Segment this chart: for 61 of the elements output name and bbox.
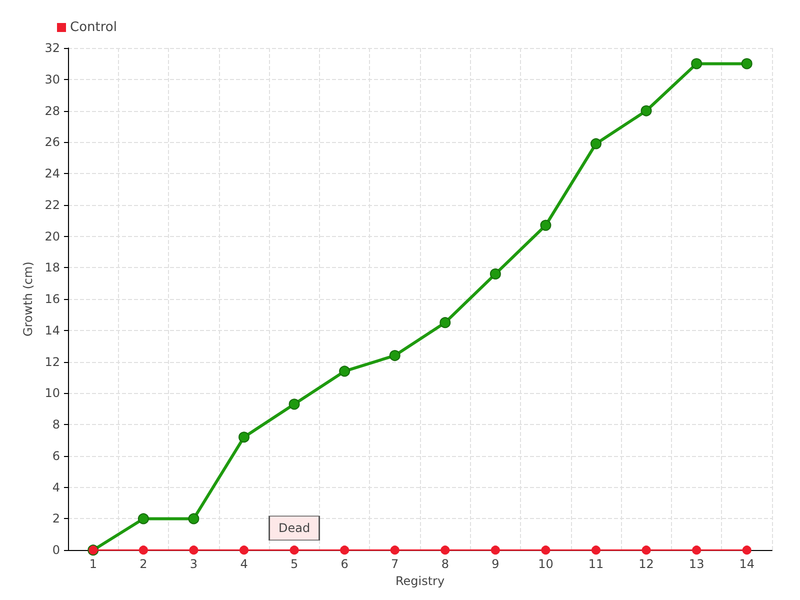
point (340, 546, 350, 555)
point (440, 317, 451, 328)
point (592, 546, 600, 555)
point (189, 546, 198, 555)
x-tick-label: 3 (190, 557, 198, 572)
point (240, 546, 248, 555)
point (540, 220, 552, 231)
x-axis-title: Registry (395, 574, 445, 588)
y-tick-label: 0 (52, 543, 60, 558)
point (138, 546, 148, 555)
point (642, 546, 651, 555)
y-tick-label: 10 (44, 386, 60, 400)
y-tick-label: 24 (44, 166, 60, 181)
point (389, 350, 400, 362)
point (288, 398, 300, 410)
y-axis-title: Growth (cm) (20, 262, 35, 337)
x-tick-label: 9 (492, 557, 500, 572)
x-tick-label: 11 (588, 557, 604, 572)
x-tick-label: 14 (739, 557, 754, 572)
legend-label: Control (70, 20, 117, 35)
y-tick-label: 32 (44, 41, 60, 55)
point (188, 513, 200, 524)
point (490, 546, 500, 555)
y-tick-label: 14 (44, 323, 60, 338)
x-tick-label: 1 (89, 557, 97, 572)
point (640, 105, 652, 116)
y-tick-label: 4 (52, 480, 60, 494)
x-tick-label: 5 (290, 557, 298, 572)
x-tick-label: 2 (140, 557, 148, 572)
annotation: Dead (278, 521, 310, 536)
y-tick-label: 6 (52, 448, 60, 463)
point (692, 546, 702, 555)
point (490, 268, 501, 280)
point (590, 138, 602, 150)
x-tick-label: 7 (391, 557, 399, 572)
x-tick-label: 6 (340, 557, 348, 572)
x-tick-label: 8 (441, 557, 449, 572)
point (440, 546, 450, 555)
point (742, 546, 752, 555)
y-tick-label: 22 (44, 198, 60, 212)
point (741, 58, 752, 70)
x-tick-label: 12 (638, 557, 654, 572)
y-tick-label: 18 (44, 260, 60, 275)
y-tick-label: 26 (44, 135, 60, 150)
point (541, 546, 550, 555)
point (390, 546, 400, 555)
x-tick-label: 10 (538, 557, 554, 572)
point (339, 366, 350, 377)
point (138, 513, 149, 524)
x-tick-label: 13 (688, 557, 704, 572)
point (290, 546, 299, 555)
point (691, 58, 702, 70)
y-tick-label: 16 (44, 292, 60, 306)
y-tick-label: 30 (44, 72, 60, 86)
y-tick-label: 2 (52, 512, 60, 526)
y-tick-label: 8 (52, 418, 60, 432)
y-tick-label: 12 (44, 354, 60, 369)
x-tick-label: 4 (240, 557, 248, 572)
y-tick-label: 28 (44, 104, 60, 118)
point (238, 432, 250, 443)
y-tick-label: 20 (44, 229, 60, 244)
